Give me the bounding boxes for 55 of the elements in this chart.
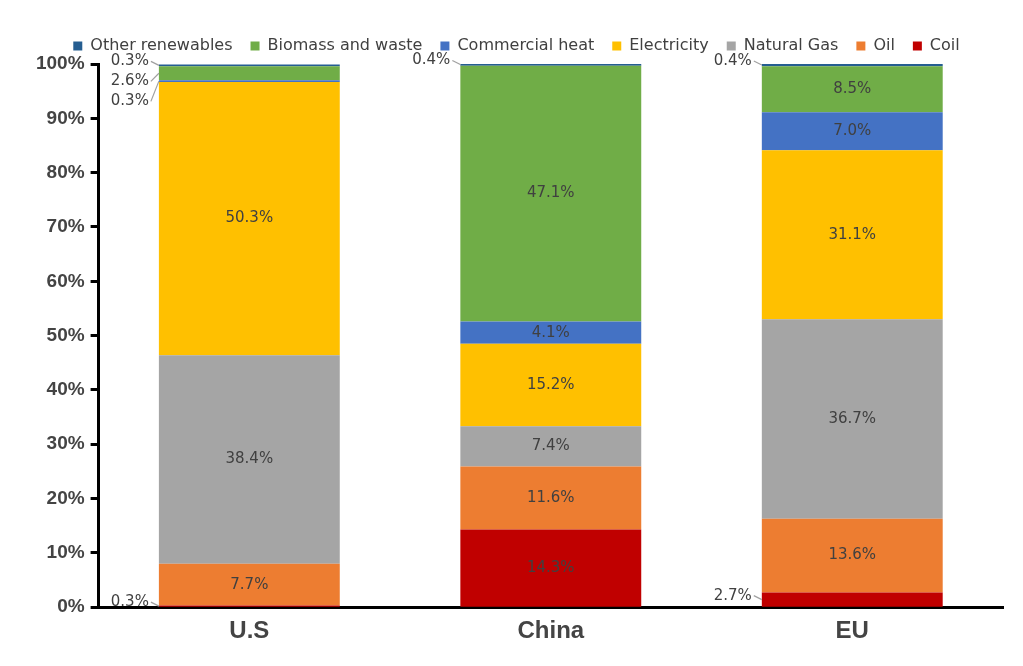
data-label: 2.7% (713, 585, 752, 604)
data-label: 2.6% (110, 71, 149, 90)
data-label: 0.4% (713, 50, 752, 69)
data-label: 11.6% (526, 487, 575, 506)
legend-label: Electricity (629, 35, 709, 55)
data-label: 15.2% (526, 374, 575, 393)
y-tick-label: 30% (46, 432, 85, 454)
data-label: 0.3% (110, 592, 149, 611)
legend-label: Oil (873, 35, 895, 55)
y-tick-label: 70% (46, 215, 85, 237)
data-label: 7.7% (230, 574, 269, 593)
bar (460, 529, 642, 607)
y-tick-label: 60% (46, 269, 85, 291)
bar (761, 112, 943, 151)
bar (761, 518, 943, 593)
data-label: 0.3% (110, 51, 149, 70)
data-label: 0.3% (110, 91, 149, 110)
data-label: 13.6% (828, 545, 877, 564)
legend-label: Coil (929, 35, 960, 55)
bar (761, 66, 943, 113)
data-label: 14.3% (526, 558, 575, 576)
bar (460, 321, 642, 344)
x-tick-label: EU (835, 616, 869, 644)
bar (460, 426, 642, 467)
legend-label: Commercial heat (457, 35, 595, 55)
bar (158, 81, 340, 356)
y-tick-label: 100% (35, 52, 85, 74)
bar (460, 466, 642, 530)
y-tick-label: 10% (46, 541, 85, 563)
data-label: 38.4% (225, 449, 274, 468)
bar (761, 64, 943, 67)
data-label: 47.1% (526, 183, 575, 202)
y-tick-label: 0% (57, 595, 85, 617)
bar (460, 343, 642, 427)
data-label: 7.4% (531, 436, 570, 455)
bar (158, 563, 340, 606)
bar (761, 319, 943, 519)
data-label: 4.1% (531, 322, 570, 341)
bar (761, 592, 943, 607)
bar (761, 150, 943, 320)
data-label: 8.5% (833, 79, 872, 98)
bar (158, 355, 340, 564)
data-label: 36.7% (828, 408, 877, 427)
y-tick-label: 50% (46, 323, 85, 345)
y-tick-label: 20% (46, 486, 85, 508)
x-tick-label: U.S (229, 616, 270, 644)
y-tick-label: 90% (46, 106, 85, 128)
y-tick-label: 40% (46, 378, 85, 400)
y-tick-label: 80% (46, 160, 85, 182)
data-label: 50.3% (225, 208, 274, 227)
bar (460, 65, 642, 322)
data-label: 31.1% (828, 224, 877, 243)
data-label: 7.0% (833, 121, 872, 140)
bar (158, 66, 340, 81)
x-tick-label: China (517, 616, 585, 644)
